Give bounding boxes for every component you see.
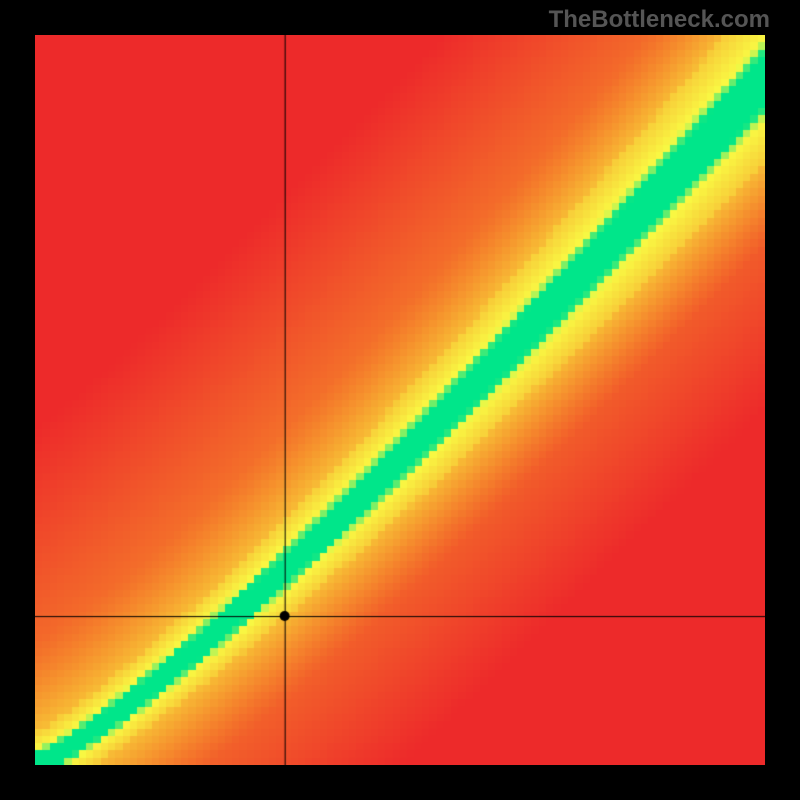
heatmap-canvas <box>35 35 765 765</box>
watermark-text: TheBottleneck.com <box>549 6 770 34</box>
plot-area <box>35 35 765 765</box>
chart-container: TheBottleneck.com <box>0 0 800 800</box>
